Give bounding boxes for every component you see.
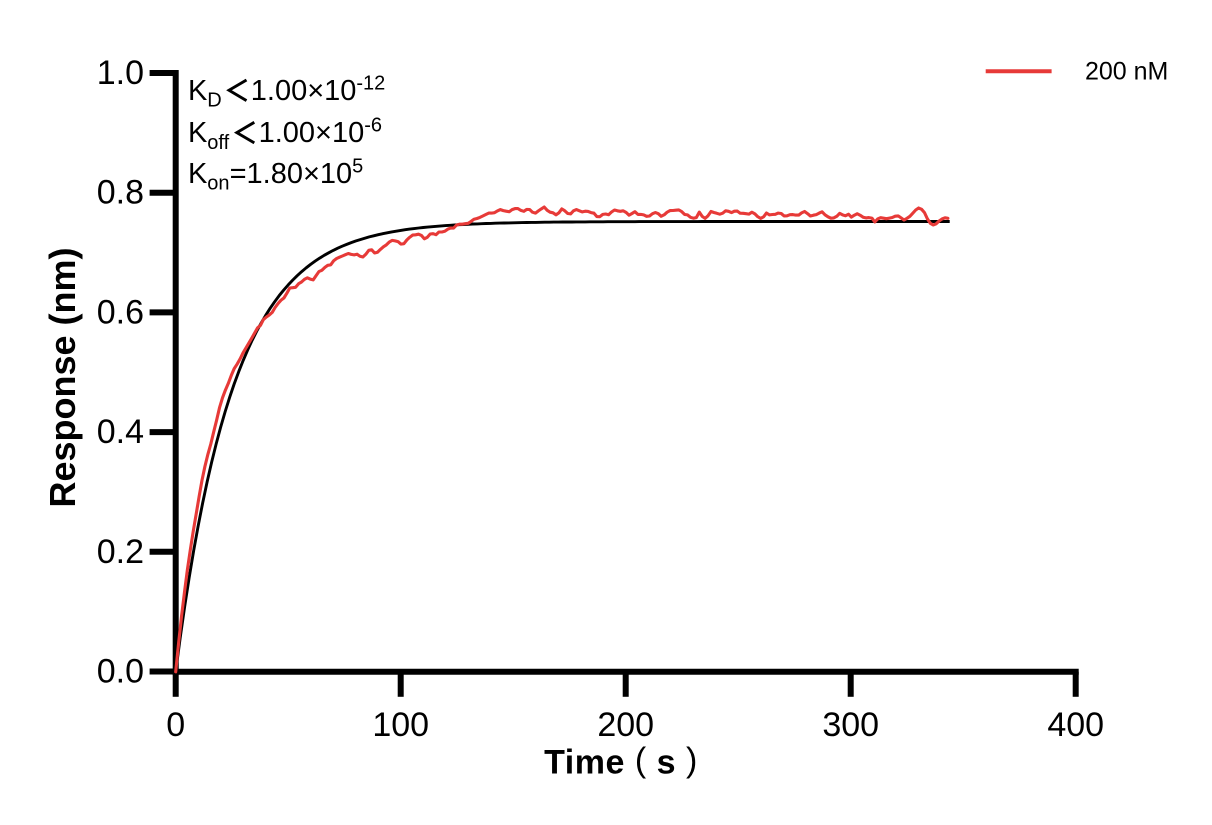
svg-text:-6: -6 xyxy=(364,115,382,137)
svg-text:0.6: 0.6 xyxy=(97,293,144,331)
svg-text:K: K xyxy=(188,75,208,107)
svg-text:200: 200 xyxy=(597,706,654,744)
svg-text:D: D xyxy=(207,90,221,112)
svg-text:on: on xyxy=(207,173,229,195)
svg-text:off: off xyxy=(207,132,229,154)
svg-text:1.00×10: 1.00×10 xyxy=(251,75,357,107)
svg-text:K: K xyxy=(188,117,208,149)
svg-text:1.00×10: 1.00×10 xyxy=(259,117,365,149)
svg-text:400: 400 xyxy=(1047,706,1104,744)
svg-text:0.8: 0.8 xyxy=(97,174,144,212)
svg-text:1.0: 1.0 xyxy=(97,54,144,92)
svg-text:=1.80×10: =1.80×10 xyxy=(230,158,353,190)
svg-text:100: 100 xyxy=(372,706,429,744)
svg-text:Time ( s ): Time ( s ) xyxy=(544,741,698,781)
svg-text:0: 0 xyxy=(166,706,185,744)
svg-text:0.2: 0.2 xyxy=(97,533,144,571)
svg-text:K: K xyxy=(188,158,208,190)
svg-text:300: 300 xyxy=(822,706,879,744)
svg-text:5: 5 xyxy=(352,156,363,178)
svg-text:200 nM: 200 nM xyxy=(1085,58,1168,86)
svg-text:0.0: 0.0 xyxy=(97,653,144,691)
svg-text:-12: -12 xyxy=(356,72,385,94)
svg-text:0.4: 0.4 xyxy=(97,413,144,451)
svg-text:Response (nm): Response (nm) xyxy=(42,247,83,507)
